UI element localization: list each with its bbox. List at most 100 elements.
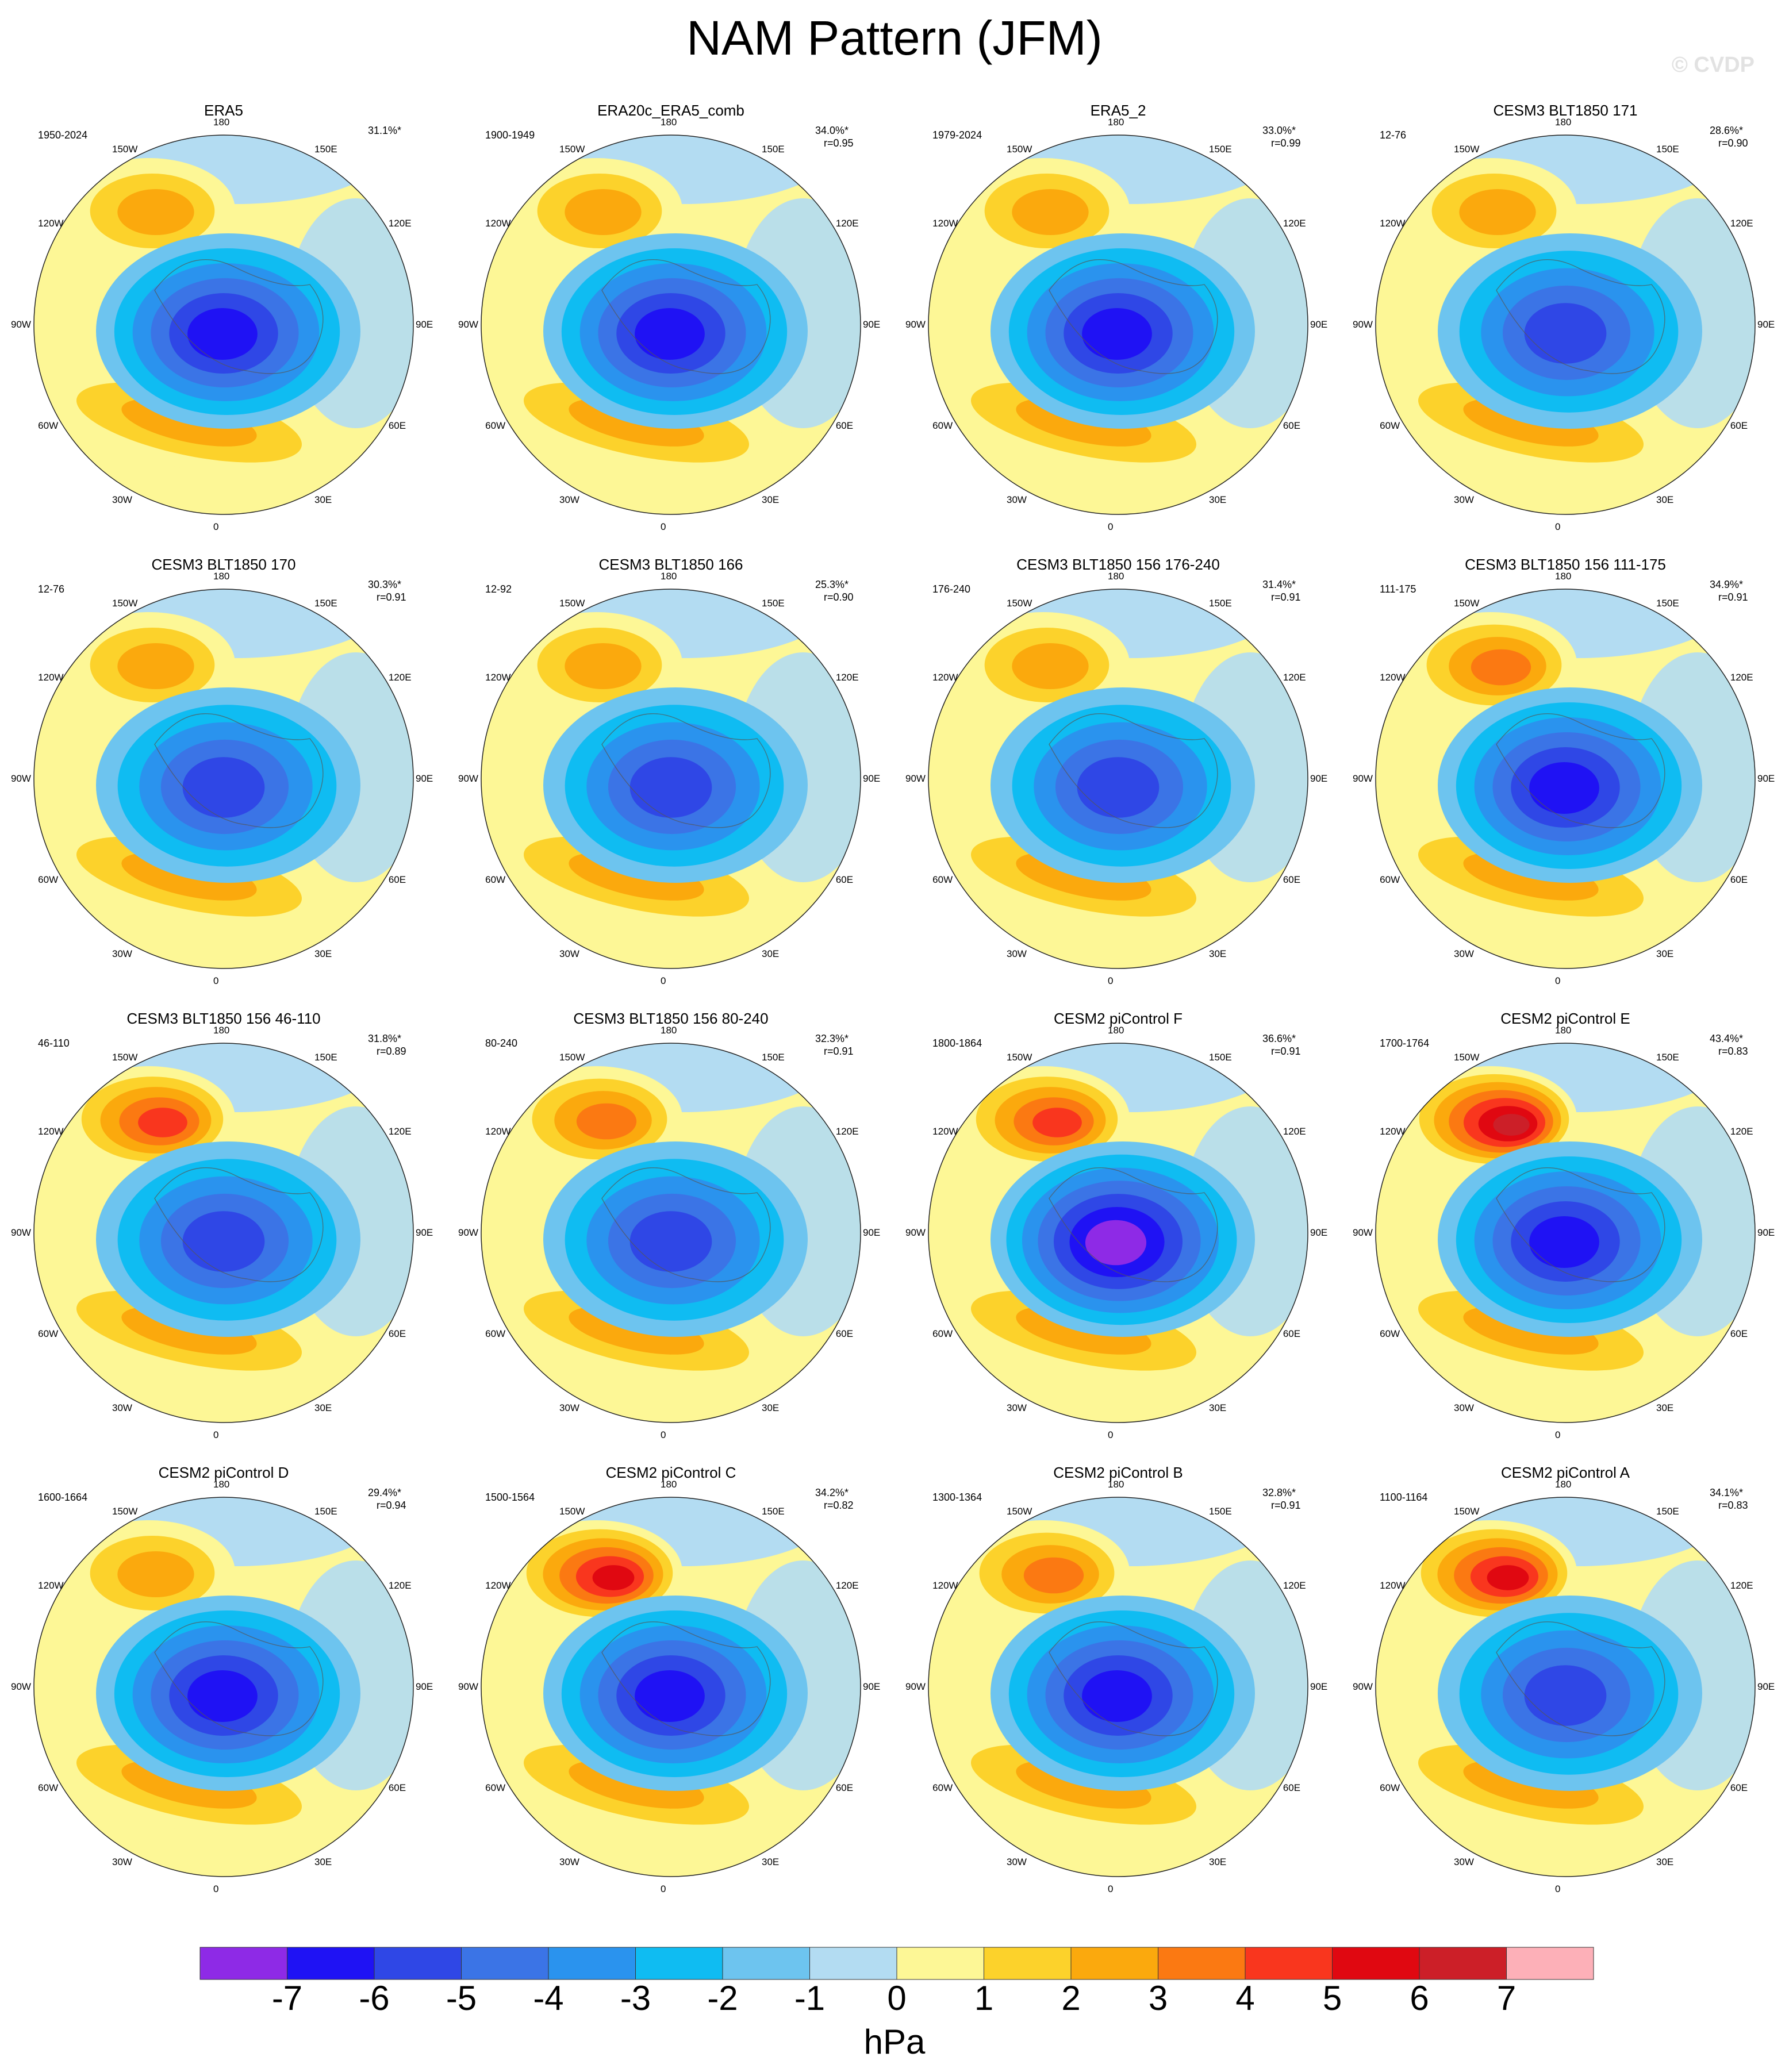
panel-variance-pct: 31.1%* bbox=[368, 125, 402, 136]
longitude-label: 90E bbox=[1310, 773, 1328, 784]
longitude-label: 30E bbox=[1656, 1402, 1674, 1413]
longitude-label: 60W bbox=[485, 1328, 506, 1339]
map-border bbox=[481, 134, 861, 515]
longitude-label: 60W bbox=[1380, 1328, 1400, 1339]
panel-period: 80-240 bbox=[485, 1037, 518, 1049]
longitude-label: 30E bbox=[1656, 948, 1674, 959]
longitude-label: 30E bbox=[314, 1856, 332, 1867]
longitude-label: 180 bbox=[1108, 571, 1124, 582]
longitude-label: 120W bbox=[1380, 218, 1406, 229]
polar-map bbox=[33, 1043, 414, 1423]
negative-contour bbox=[187, 308, 258, 360]
panel-correlation: r=0.82 bbox=[824, 1500, 854, 1511]
longitude-label: 30W bbox=[112, 1402, 132, 1413]
longitude-label: 90W bbox=[905, 773, 926, 784]
longitude-label: 60E bbox=[1730, 1328, 1748, 1339]
coastline bbox=[601, 1167, 771, 1282]
longitude-label: 0 bbox=[661, 1429, 666, 1440]
negative-contour bbox=[1524, 303, 1607, 364]
longitude-label: 120E bbox=[388, 218, 412, 229]
longitude-label: 30W bbox=[1007, 1856, 1027, 1867]
longitude-label: 90W bbox=[11, 773, 31, 784]
longitude-label: 60W bbox=[38, 420, 59, 431]
longitude-label: 120E bbox=[388, 1580, 412, 1591]
negative-contour bbox=[182, 1211, 265, 1272]
longitude-label: 30W bbox=[112, 948, 132, 959]
positive-contour bbox=[1459, 189, 1536, 235]
longitude-label: 120E bbox=[1730, 672, 1753, 683]
longitude-label: 30W bbox=[1454, 1402, 1474, 1413]
longitude-label: 90E bbox=[1757, 1227, 1775, 1238]
longitude-label: 30E bbox=[1209, 494, 1227, 505]
colorbar-tick-label: -7 bbox=[271, 1979, 303, 2017]
longitude-label: 60E bbox=[1283, 420, 1301, 431]
longitude-label: 120W bbox=[932, 218, 958, 229]
panel-variance-pct: 29.4%* bbox=[368, 1487, 402, 1498]
map-panel: CESM3 BLT1850 156 111-175 111-175 34.9%* r=… bbox=[1342, 549, 1789, 1003]
colorbar-tick-label: -1 bbox=[794, 1979, 826, 2017]
longitude-label: 180 bbox=[661, 1479, 677, 1490]
panel-title: CESM3 BLT1850 170 bbox=[151, 556, 296, 573]
panel-variance-pct: 34.0%* bbox=[815, 125, 849, 136]
polar-map bbox=[33, 1497, 414, 1877]
colorbar-tick-label: 7 bbox=[1496, 1979, 1517, 2017]
panel-variance-pct: 31.4%* bbox=[1262, 579, 1296, 590]
negative-contour bbox=[187, 1670, 258, 1722]
longitude-label: 180 bbox=[213, 571, 230, 582]
colorbar-swatch bbox=[374, 1947, 462, 1980]
colorbar-tick-label: 1 bbox=[974, 1979, 994, 2017]
longitude-label: 0 bbox=[661, 521, 666, 532]
map-panel: CESM2 piControl A 1100-1164 34.1%* r=0.83 18… bbox=[1342, 1457, 1789, 1911]
panel-title: CESM3 BLT1850 171 bbox=[1493, 102, 1638, 119]
longitude-label: 180 bbox=[1108, 1479, 1124, 1490]
panel-title: CESM3 BLT1850 156 80-240 bbox=[573, 1010, 769, 1027]
longitude-label: 90W bbox=[458, 1681, 478, 1692]
panel-variance-pct: 31.8%* bbox=[368, 1033, 402, 1044]
panel-title: CESM3 BLT1850 156 111-175 bbox=[1465, 556, 1666, 573]
longitude-label: 60E bbox=[1283, 1328, 1301, 1339]
longitude-label: 120W bbox=[1380, 672, 1406, 683]
longitude-label: 60E bbox=[1730, 1782, 1748, 1793]
map-border bbox=[928, 589, 1308, 969]
longitude-label: 120E bbox=[835, 1580, 859, 1591]
polar-map bbox=[33, 589, 414, 969]
coastline bbox=[601, 713, 771, 828]
colorbar-tick-label: 0 bbox=[887, 1979, 907, 2017]
colorbar-tick-label: -6 bbox=[359, 1979, 390, 2017]
negative-contour bbox=[629, 757, 712, 818]
longitude-label: 180 bbox=[1555, 1025, 1572, 1036]
longitude-label: 120W bbox=[1380, 1580, 1406, 1591]
map-border bbox=[1375, 1043, 1756, 1423]
longitude-label: 120E bbox=[388, 672, 412, 683]
longitude-label: 90E bbox=[1757, 1681, 1775, 1692]
longitude-label: 0 bbox=[661, 975, 666, 986]
map-border bbox=[33, 589, 414, 969]
coastline bbox=[1496, 1621, 1665, 1736]
map-border bbox=[33, 1043, 414, 1423]
panel-period: 12-92 bbox=[485, 583, 512, 595]
longitude-label: 180 bbox=[1108, 1025, 1124, 1036]
longitude-label: 30W bbox=[1007, 1402, 1027, 1413]
colorbar-swatch bbox=[287, 1947, 375, 1980]
longitude-label: 30E bbox=[762, 948, 780, 959]
panel-correlation: r=0.83 bbox=[1718, 1045, 1748, 1057]
longitude-label: 60W bbox=[485, 420, 506, 431]
positive-contour bbox=[1471, 649, 1531, 686]
longitude-label: 120W bbox=[38, 1580, 64, 1591]
longitude-label: 120W bbox=[38, 218, 64, 229]
positive-contour bbox=[1023, 1557, 1084, 1594]
longitude-label: 90W bbox=[905, 319, 926, 330]
map-border bbox=[481, 1497, 861, 1877]
longitude-label: 120W bbox=[485, 1126, 511, 1137]
polar-map bbox=[1375, 589, 1756, 969]
longitude-label: 150E bbox=[314, 144, 337, 155]
longitude-label: 30E bbox=[762, 494, 780, 505]
panel-correlation: r=0.89 bbox=[377, 1045, 406, 1057]
longitude-label: 90W bbox=[458, 319, 478, 330]
map-panel: CESM3 BLT1850 156 176-240 176-240 31.4%* r=… bbox=[894, 549, 1342, 1003]
longitude-label: 150E bbox=[762, 598, 785, 609]
panel-period: 46-110 bbox=[38, 1037, 70, 1049]
longitude-label: 90E bbox=[416, 1681, 433, 1692]
longitude-label: 90W bbox=[11, 319, 31, 330]
longitude-label: 150W bbox=[112, 1052, 138, 1063]
